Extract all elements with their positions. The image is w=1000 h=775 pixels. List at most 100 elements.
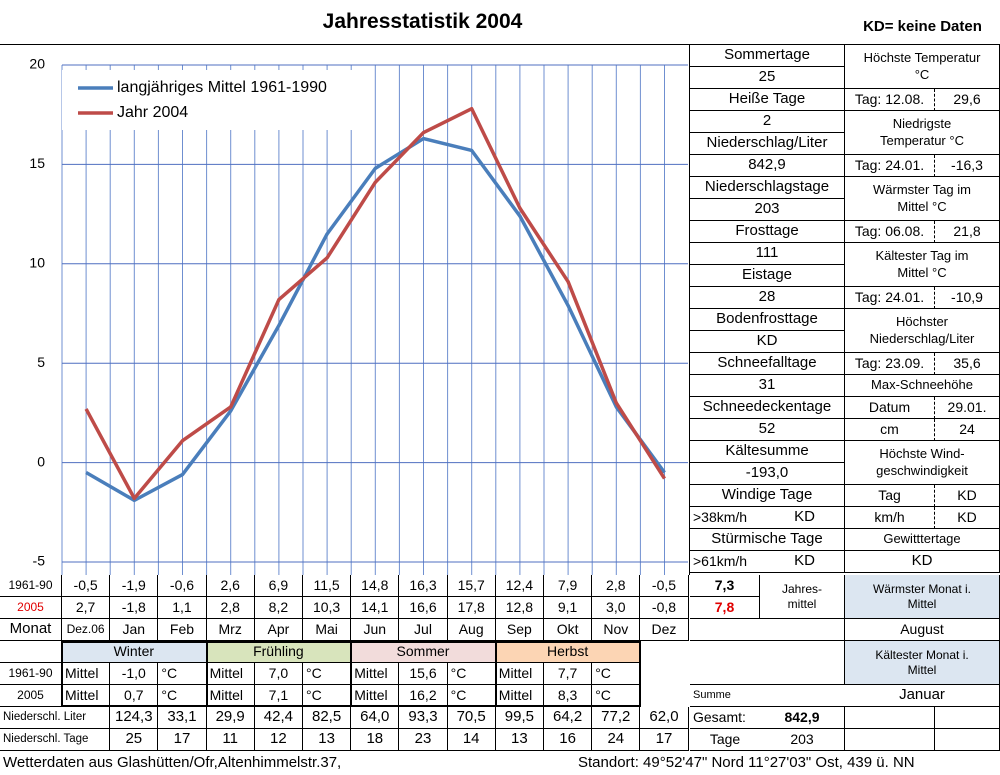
season-block <box>61 641 208 707</box>
precip-value: 14 <box>447 729 496 751</box>
stat-text: Niederschlag/Liter <box>690 133 845 155</box>
row-label: 2005 <box>0 685 62 707</box>
value-label: 6,9 <box>254 575 303 597</box>
stat-label: Tag: 23.09. <box>845 353 935 375</box>
x-tick-label: Aug <box>447 619 496 641</box>
stat-text: 842,9 <box>690 155 845 177</box>
stat-text: 2 <box>690 111 845 133</box>
legend-label: langjähriges Mittel 1961-1990 <box>117 79 327 96</box>
season-value: 15,6 <box>399 663 448 685</box>
precip-value: 13 <box>303 729 352 751</box>
empty <box>0 641 62 663</box>
value-label: 2,8 <box>206 597 255 619</box>
rule <box>0 44 1000 45</box>
y-tick-label: 15 <box>29 155 45 171</box>
value-label: 10,3 <box>303 597 352 619</box>
precip-value: 25 <box>110 729 159 751</box>
x-tick-label: Okt <box>544 619 593 641</box>
value-label: 14,8 <box>351 575 400 597</box>
stat-text: Heiße Tage <box>690 89 845 111</box>
stat-text: Eistage <box>690 265 845 287</box>
season-value: 7,7 <box>544 663 593 685</box>
stat-value: KD <box>935 507 1000 529</box>
value-label: 12,8 <box>495 597 544 619</box>
y-tick-label: 20 <box>29 56 45 72</box>
precip-value: 23 <box>399 729 448 751</box>
annual-value: 7,8 <box>690 597 760 619</box>
precip-value: 29,9 <box>206 707 255 729</box>
value-label: 15,7 <box>447 575 496 597</box>
season-name: Herbst <box>495 641 641 663</box>
stat-value: KD <box>765 507 845 529</box>
precip-value: 12 <box>254 729 303 751</box>
empty <box>690 619 845 641</box>
x-tick-label: Dez.06 <box>62 619 111 641</box>
empty <box>935 707 1000 729</box>
value-label: 2,7 <box>62 597 111 619</box>
stat-text: Frosttage <box>690 221 845 243</box>
days-label: Tage <box>690 729 760 751</box>
series-line <box>84 106 666 501</box>
row-label: 1961-90 <box>0 663 62 685</box>
x-tick-label: Mai <box>303 619 352 641</box>
precip-value: 13 <box>495 729 544 751</box>
stat-text: 25 <box>690 67 845 89</box>
stat-label: >61km/h <box>690 551 765 573</box>
x-tick-label: Apr <box>254 619 303 641</box>
legend-label: Jahr 2004 <box>117 104 188 121</box>
season-mittel: Mittel <box>206 663 255 685</box>
stat-text: Höchste Temperatur °C <box>845 45 1000 89</box>
value-label: 14,1 <box>351 597 400 619</box>
stat-label: Tag: 24.01. <box>845 287 935 309</box>
total-value: 842,9 <box>760 707 845 729</box>
empty <box>640 641 690 707</box>
precip-value: 93,3 <box>399 707 448 729</box>
value-label: -1,9 <box>110 575 159 597</box>
season-value: 7,0 <box>254 663 303 685</box>
stat-text: Höchster Niederschlag/Liter <box>845 309 1000 353</box>
stat-text: Niederschlagstage <box>690 177 845 199</box>
stat-value: -16,3 <box>935 155 1000 177</box>
legend-box <box>62 70 370 130</box>
empty <box>935 729 1000 751</box>
season-block <box>494 641 642 707</box>
stat-value: 29,6 <box>935 89 1000 111</box>
season-mittel: Mittel <box>495 663 544 685</box>
precip-value: 70,5 <box>447 707 496 729</box>
page-title: Jahresstatistik 2004 <box>322 10 523 34</box>
precip-value: 124,3 <box>110 707 159 729</box>
value-label: 1,1 <box>158 597 207 619</box>
value-label: 16,3 <box>399 575 448 597</box>
value-label: 8,2 <box>254 597 303 619</box>
stat-value: -10,9 <box>935 287 1000 309</box>
precip-value: 42,4 <box>254 707 303 729</box>
x-tick-label: Feb <box>158 619 207 641</box>
x-tick-label: Mrz <box>206 619 255 641</box>
x-tick-label: Nov <box>592 619 641 641</box>
stat-text: -193,0 <box>690 463 845 485</box>
season-block <box>350 641 497 707</box>
precip-value: 17 <box>158 729 207 751</box>
stat-label: Tag: 06.08. <box>845 221 935 243</box>
stat-text: Gewitttertage <box>845 529 1000 551</box>
value-label: 11,5 <box>303 575 352 597</box>
stat-label: cm <box>845 419 935 441</box>
row-label: 1961-90 <box>0 575 62 597</box>
row-label: Monat <box>0 619 62 641</box>
y-tick-label: 5 <box>37 354 45 370</box>
value-label: -0,5 <box>62 575 111 597</box>
series-line <box>85 136 666 503</box>
stat-value: 29.01. <box>935 397 1000 419</box>
warmest-label: Wärmster Monat i. Mittel <box>845 575 1000 619</box>
precip-value: 17 <box>640 729 689 751</box>
stat-text: Stürmische Tage <box>690 529 845 551</box>
stat-label: Tag: 12.08. <box>845 89 935 111</box>
row-label: Niederschl. Liter <box>0 707 111 729</box>
total-label: Gesamt: <box>690 707 760 729</box>
stat-text: Sommertage <box>690 45 845 67</box>
precip-value: 33,1 <box>158 707 207 729</box>
season-name: Winter <box>62 641 207 663</box>
footer-left: Wetterdaten aus Glashütten/Ofr,Altenhimm… <box>3 753 342 771</box>
stat-text: 28 <box>690 287 845 309</box>
y-tick-label: 0 <box>37 453 45 469</box>
